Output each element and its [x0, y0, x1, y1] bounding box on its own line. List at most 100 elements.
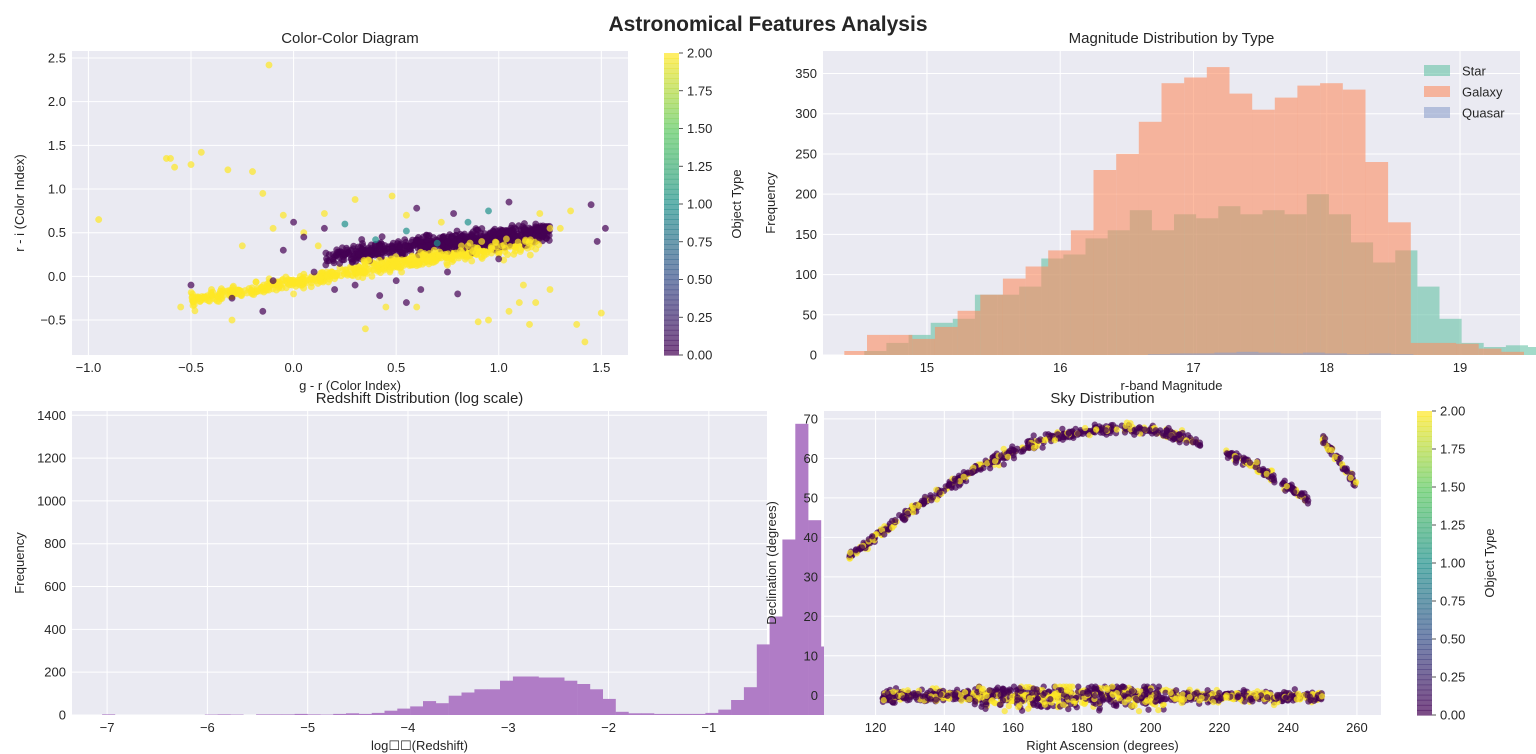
colorbar-tick-label: 1.75 [1440, 442, 1465, 457]
scatter-point [482, 250, 490, 258]
legend-label: Quasar [1462, 106, 1505, 121]
histogram-bar [1048, 250, 1071, 355]
scatter-point [1096, 705, 1104, 712]
y-tick-label: 250 [795, 146, 817, 161]
colorbar-segment [664, 219, 679, 225]
panel-title: Sky Distribution [1050, 390, 1154, 407]
histogram-bar [577, 684, 591, 715]
scatter-point [334, 248, 342, 256]
colorbar-segment [1417, 476, 1432, 483]
scatter-point [1132, 695, 1140, 703]
scatter-point [1328, 446, 1335, 454]
legend-label: Galaxy [1462, 85, 1503, 100]
scatter-point [177, 303, 185, 311]
scatter-point [525, 238, 534, 246]
scatter-point [1216, 689, 1223, 697]
colorbar-segment [664, 339, 679, 346]
y-tick-label: 1000 [37, 493, 66, 508]
x-tick-label: 200 [1140, 720, 1162, 735]
scatter-point [1159, 701, 1167, 709]
colorbar-segment [1417, 659, 1432, 665]
histogram-bar [551, 677, 565, 715]
scatter-point [276, 280, 284, 288]
y-tick-label: 20 [804, 609, 818, 624]
scatter-point [1004, 453, 1012, 461]
scatter-point [536, 209, 544, 218]
colorbar-segment [1417, 669, 1432, 676]
y-tick-label: 10 [804, 648, 818, 663]
y-tick-label: 1400 [37, 408, 66, 423]
histogram-bar [602, 698, 616, 715]
scatter-point [1041, 689, 1048, 697]
scatter-point [532, 220, 540, 228]
scatter-point [1005, 702, 1013, 710]
scatter-point [1253, 459, 1260, 466]
magnitude-panel: 15 16 17 18 19 0 50 100 150 200 250 300 350 Magnitude… [763, 30, 1536, 393]
colorbar-segment [664, 148, 679, 155]
histogram-bar [1025, 266, 1049, 355]
colorbar-segment [1417, 684, 1432, 691]
histogram-bar [1501, 351, 1524, 355]
colorbar-segment [1417, 603, 1432, 610]
scatter-point [437, 218, 445, 226]
scatter-point [215, 297, 223, 305]
histogram-bar [1320, 83, 1343, 355]
scatter-point [510, 250, 518, 258]
scatter-point [392, 253, 400, 261]
y-tick-label: 2.0 [48, 94, 66, 109]
histogram-bar [912, 338, 935, 355]
scatter-point [1282, 694, 1289, 702]
scatter-point [1235, 693, 1242, 701]
histogram-bar [1302, 352, 1325, 355]
colorbar-segment [664, 118, 679, 125]
colorbar-segment [664, 269, 679, 276]
scatter-point [502, 235, 510, 243]
scatter-point [314, 242, 322, 250]
scatter-point [982, 698, 989, 706]
plot-area [72, 51, 628, 355]
colorbar-segment [1417, 502, 1432, 508]
scatter-point [512, 225, 520, 233]
y-tick-label: 40 [804, 530, 818, 545]
scatter-point [1321, 435, 1329, 442]
colorbar-segment [664, 299, 679, 306]
scatter-point [1240, 457, 1247, 464]
scatter-point [388, 192, 396, 200]
colorbar-segment [664, 68, 679, 74]
histogram-bar [487, 689, 501, 715]
scatter-point [1001, 707, 1008, 715]
colorbar-tick-label: 2.00 [687, 46, 712, 61]
scatter-point [388, 245, 396, 253]
scatter-point [978, 687, 986, 695]
scatter-point [450, 209, 458, 218]
scatter-point [1155, 706, 1162, 714]
scatter-point [495, 255, 503, 263]
x-tick-label: 180 [1071, 720, 1093, 735]
y-tick-label: 50 [804, 490, 818, 505]
colorbar-tick-label: 2.00 [1440, 404, 1465, 419]
colorbar-segment [1417, 664, 1432, 670]
colorbar-segment [1417, 431, 1432, 437]
colorbar-segment [1417, 649, 1432, 655]
x-tick-label: −0.5 [178, 360, 204, 375]
scatter-point [420, 250, 429, 258]
y-tick-label: 200 [795, 187, 817, 202]
colorbar-segment [1417, 416, 1432, 422]
colorbar-segment [664, 204, 679, 210]
colorbar-tick-label: 1.50 [1440, 480, 1465, 495]
x-tick-label: 18 [1320, 360, 1334, 375]
colorbar-tick-label: 1.00 [1440, 556, 1465, 571]
colorbar-segment [1417, 679, 1432, 686]
x-tick-label: 0.5 [387, 360, 405, 375]
colorbar-segment [1417, 492, 1432, 498]
scatter-point [279, 211, 287, 219]
colorbar-segment [664, 73, 679, 79]
scatter-point [932, 696, 940, 704]
scatter-point [1127, 419, 1134, 427]
scatter-point [519, 281, 527, 289]
colorbar-segment [664, 53, 679, 59]
colorbar-segment [664, 324, 679, 331]
scatter-point [1297, 490, 1305, 498]
scatter-point [1253, 693, 1260, 701]
scatter-point [381, 249, 389, 257]
